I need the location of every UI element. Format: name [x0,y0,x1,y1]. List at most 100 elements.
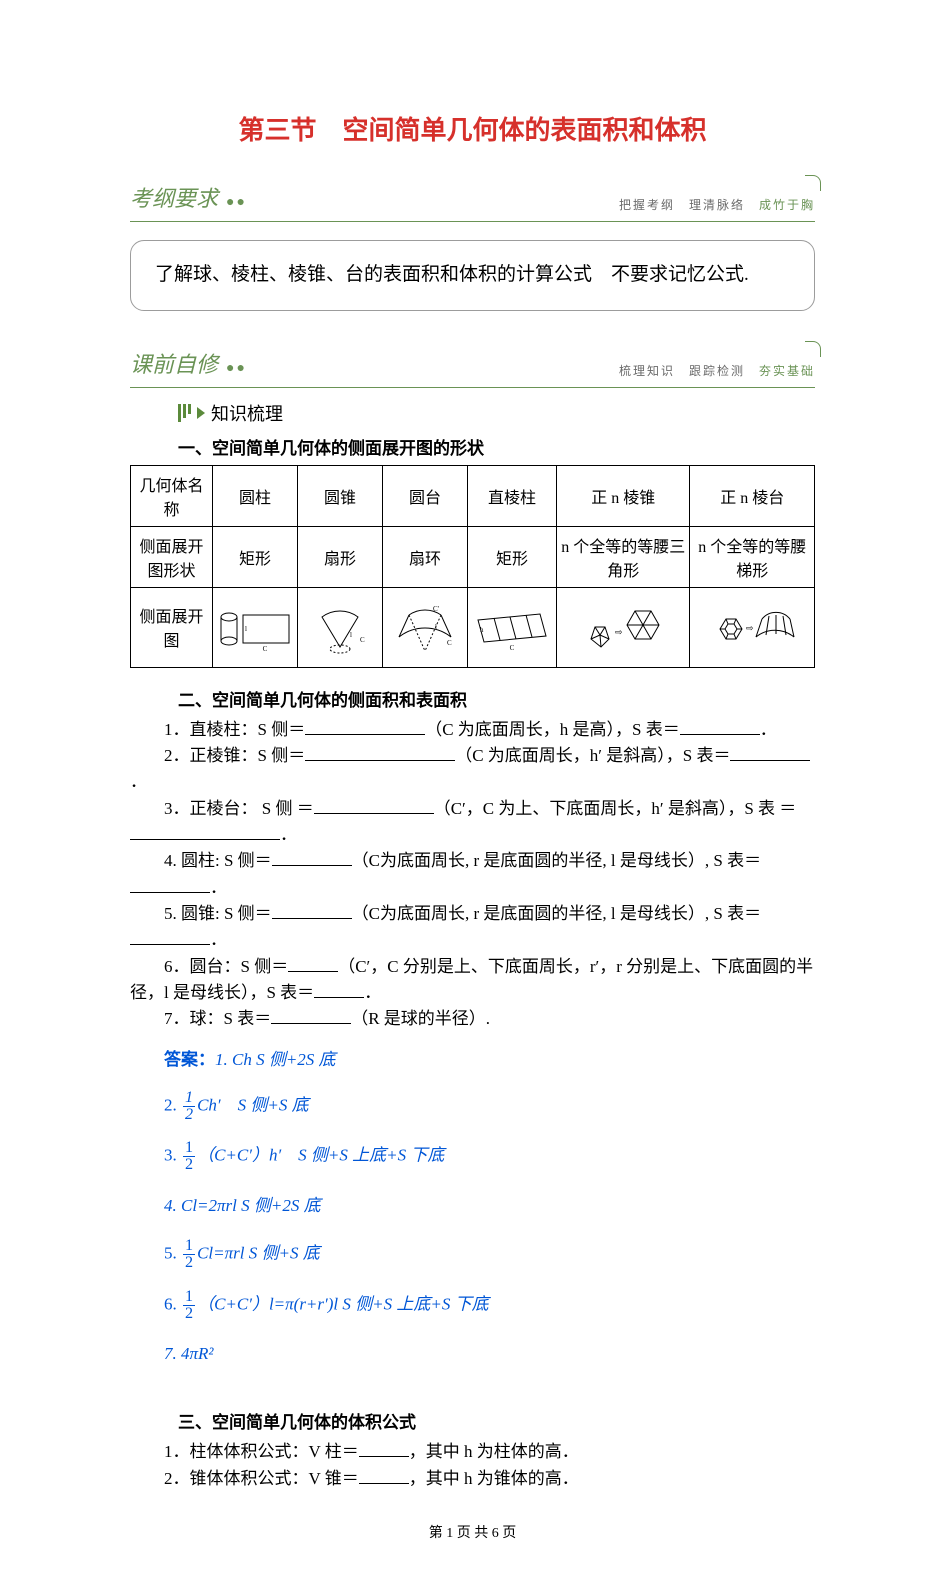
fraction-icon: 12 [183,1289,195,1322]
cell: 矩形 [468,526,557,587]
frac-num: 1 [183,1238,195,1255]
blank [680,734,760,735]
cell: 圆柱 [213,465,298,526]
table-row: 侧面展开图 C l l C [131,587,815,667]
text: ，其中 h 为柱体的高． [409,1442,579,1461]
fraction-icon: 12 [183,1238,195,1271]
formula-line: 1．直棱柱：S 侧＝（C 为底面周长，h 是高），S 表＝． [130,717,815,743]
formula-line: 6．圆台：S 侧＝（C′，C 分别是上、下底面周长，r′，r 分别是上、下底面圆… [130,954,815,1007]
svg-text:⇨: ⇨ [615,627,623,637]
table-row: 侧面展开图形状 矩形 扇形 扇环 矩形 n 个全等的等腰三角形 n 个全等的等腰… [131,526,815,587]
answer-line: 6. 12（C+C′）l=π(r+r′)l S 侧+S 上底+S 下底 [164,1289,815,1322]
frustum-prism-unfold-icon: ⇨ [708,599,796,655]
prism-unfold-icon: C h [470,602,554,652]
frac-num: 1 [183,1289,195,1306]
section-rule [130,221,815,222]
text: 5. [164,1244,181,1263]
text: 1．直棱柱：S 侧＝ [164,720,305,739]
cell: n 个全等的等腰三角形 [557,526,690,587]
blank [272,918,352,919]
frac-den: 2 [183,1255,195,1271]
blank [314,813,434,814]
diagram-pyramid-cell: ⇨ [557,587,690,667]
svg-text:C: C [447,639,452,647]
text: 5. 圆锥: S 侧＝ [164,904,272,923]
frac-den: 2 [183,1306,195,1322]
formula-line: 4. 圆柱: S 侧＝（C为底面周长, r 是底面圆的半径, l 是母线长）, … [130,848,815,901]
spacer [130,1033,815,1047]
text: Cl=πrl S 侧+S 底 [197,1244,320,1263]
blank [130,839,280,840]
text: 2．正棱锥：S 侧＝ [164,746,305,765]
section-head-kaogang: 考纲要求 ●● 把握考纲 理清脉络 成竹于胸 [130,181,815,217]
frac-num: 1 [183,1140,195,1157]
section-right-main: 梳理知识 跟踪检测 [619,364,759,378]
subhead-label: 知识梳理 [211,400,283,426]
cell: 圆台 [383,465,468,526]
answer-line: 7. 4πR² [164,1339,815,1370]
blank [359,1456,409,1457]
diagram-frustum-prism-cell: ⇨ [690,587,815,667]
formula-line: 3．正棱台： S 侧 ＝（C′，C 为上、下底面周长，h′ 是斜高），S 表 ＝ [130,796,815,822]
svg-text:l: l [435,623,437,631]
cell: 圆锥 [298,465,383,526]
section-right-accent: 夯实基础 [759,364,815,378]
svg-text:⇨: ⇨ [746,623,754,633]
cell: 直棱柱 [468,465,557,526]
triangle-icon [197,407,205,419]
text: （C为底面周长, r 是底面圆的半径, l 是母线长）, S 表＝ [352,851,761,870]
formula-line: 7．球：S 表＝（R 是球的半径）. [130,1006,815,1032]
formula-line: 2．锥体体积公式：V 锥＝，其中 h 为锥体的高． [130,1466,815,1492]
svg-text:C': C' [433,605,439,613]
answer-text: 1. Ch S 侧+2S 底 [215,1050,336,1069]
svg-text:C: C [263,645,268,653]
blank [730,760,810,761]
svg-text:h: h [480,626,484,634]
text: （C 为底面周长，h′ 是斜高），S 表＝ [455,746,730,765]
section-label: 课前自修 [130,352,222,377]
diagram-cone-cell: l C [298,587,383,667]
diagram-frustum-cell: C' C l [383,587,468,667]
formula-line: 5. 圆锥: S 侧＝（C为底面周长, r 是底面圆的半径, l 是母线长）, … [130,901,815,954]
shapes-table: 几何体名称 圆柱 圆锥 圆台 直棱柱 正 n 棱锥 正 n 棱台 侧面展开图形状… [130,465,815,668]
cell: 扇形 [298,526,383,587]
svg-text:l: l [350,631,352,639]
section-rule [130,387,815,388]
cell: n 个全等的等腰梯形 [690,526,815,587]
text: 2. [164,1096,181,1115]
cell: 正 n 棱台 [690,465,815,526]
blank [305,734,425,735]
section-dots: ●● [226,361,247,376]
section-right-text: 梳理知识 跟踪检测 夯实基础 [619,362,815,379]
subhead-zhishi: 知识梳理 [178,400,815,426]
spacer [130,1386,815,1400]
frac-den: 2 [183,1157,195,1173]
section-head-keqian: 课前自修 ●● 梳理知识 跟踪检测 夯实基础 [130,347,815,383]
formula-line: 2．正棱锥：S 侧＝（C 为底面周长，h′ 是斜高），S 表＝． [130,743,815,796]
answer-label: 答案： [164,1050,215,1069]
section-label-wrap: 课前自修 ●● [130,347,247,379]
diagram-cylinder-cell: C l [213,587,298,667]
svg-text:C: C [360,636,365,644]
svg-text:l: l [245,625,247,633]
cell: 扇环 [383,526,468,587]
text: 6．圆台：S 侧＝ [164,957,288,976]
cone-unfold-icon: l C [300,597,380,657]
heading-1: 一、空间简单几何体的侧面展开图的形状 [178,434,815,459]
section-label-wrap: 考纲要求 ●● [130,181,247,213]
blank [314,997,364,998]
page-title: 第三节 空间简单几何体的表面积和体积 [130,110,815,147]
frustum-unfold-icon: C' C l [385,597,465,657]
cylinder-unfold-icon: C l [215,597,295,657]
text: 7．球：S 表＝ [164,1009,271,1028]
table-row: 几何体名称 圆柱 圆锥 圆台 直棱柱 正 n 棱锥 正 n 棱台 [131,465,815,526]
fraction-icon: 12 [183,1140,195,1173]
text: （C+C′）h′ S 侧+S 上底+S 下底 [197,1146,444,1165]
cell: 侧面展开图形状 [131,526,213,587]
cell: 矩形 [213,526,298,587]
text: 1．柱体体积公式：V 柱＝ [164,1442,359,1461]
answer-line: 答案：1. Ch S 侧+2S 底 [130,1047,815,1073]
text: 2．锥体体积公式：V 锥＝ [164,1469,359,1488]
answer-line: 5. 12Cl=πrl S 侧+S 底 [164,1238,815,1271]
formula-line: ． [130,822,815,848]
